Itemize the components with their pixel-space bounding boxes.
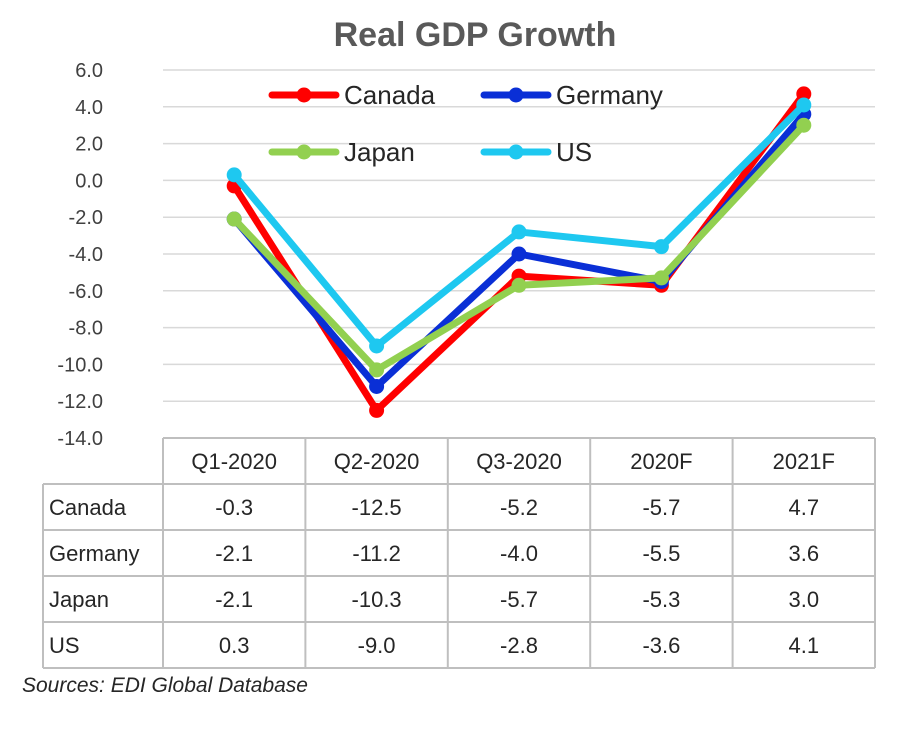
y-tick-label: 4.0 [75, 97, 103, 119]
table-cell: -4.0 [500, 541, 538, 566]
data-point-japan [653, 270, 669, 286]
source-note: Sources: EDI Global Database [22, 674, 308, 697]
y-tick-label: -6.0 [69, 281, 103, 303]
data-point-us [796, 97, 812, 113]
y-tick-label: -8.0 [69, 318, 103, 340]
y-axis-ticks: 6.0 4.0 2.0 0.0 -2.0 -4.0 -6.0 -8.0 -10.0 -12.0 -1… [57, 60, 103, 450]
table-header-cell: 2020F [630, 449, 692, 474]
table-cell: -2.8 [500, 633, 538, 658]
table-header-cell: Q2-2020 [334, 449, 420, 474]
legend-item-us: US [480, 137, 592, 167]
y-tick-label: -14.0 [57, 428, 103, 450]
data-point-japan [226, 211, 242, 227]
table-header-cell: Q3-2020 [476, 449, 562, 474]
legend-label: Canada [344, 80, 436, 110]
y-tick-label: -4.0 [69, 244, 103, 266]
table-cell: -5.5 [642, 541, 680, 566]
data-point-us [369, 338, 385, 354]
table-cell: 3.0 [789, 587, 820, 612]
legend-item-japan: Japan [268, 137, 415, 167]
data-point-us [226, 167, 242, 183]
legend-swatch-marker [508, 87, 524, 103]
table-cell: -5.7 [642, 495, 680, 520]
table-row-label: Japan [49, 587, 109, 612]
data-point-canada [796, 86, 812, 102]
data-point-us [653, 239, 669, 255]
series-us [226, 97, 812, 354]
y-tick-label: 6.0 [75, 60, 103, 82]
y-tick-label: -10.0 [57, 354, 103, 376]
table-cell: -12.5 [352, 495, 402, 520]
series-japan [226, 117, 812, 378]
data-point-japan [511, 277, 527, 293]
data-point-japan [369, 362, 385, 378]
y-tick-label: -2.0 [69, 207, 103, 229]
legend: Canada Germany Japan US [268, 80, 663, 167]
series-lines [226, 86, 812, 418]
table-cell: -9.0 [358, 633, 396, 658]
legend-swatch-marker [296, 144, 312, 160]
table-cell: 0.3 [219, 633, 250, 658]
data-point-us [511, 224, 527, 240]
table-row-label: Canada [49, 495, 127, 520]
table-cell: -0.3 [215, 495, 253, 520]
table-cell: -5.3 [642, 587, 680, 612]
table-cell: -2.1 [215, 587, 253, 612]
y-tick-label: 2.0 [75, 134, 103, 156]
data-table: Q1-2020 Q2-2020 Q3-2020 2020F 2021F Canada -0.… [42, 437, 876, 669]
table-row-label: US [49, 633, 80, 658]
data-point-germany [369, 378, 385, 394]
table-cell: 3.6 [789, 541, 820, 566]
legend-swatch-marker [508, 144, 524, 160]
table-cell: -2.1 [215, 541, 253, 566]
y-tick-label: -12.0 [57, 391, 103, 413]
data-point-japan [796, 117, 812, 133]
table-header-cell: Q1-2020 [191, 449, 277, 474]
table-cell: 4.7 [789, 495, 820, 520]
table-cell: -3.6 [642, 633, 680, 658]
table-cell: -10.3 [352, 587, 402, 612]
chart-title: Real GDP Growth [334, 16, 617, 54]
legend-label: Germany [556, 80, 663, 110]
legend-item-canada: Canada [268, 80, 436, 110]
data-point-canada [369, 402, 385, 418]
legend-swatch-marker [296, 87, 312, 103]
table-cell: -11.2 [352, 541, 401, 566]
table-cell: -5.2 [500, 495, 538, 520]
legend-item-germany: Germany [480, 80, 663, 110]
legend-label: US [556, 137, 592, 167]
table-row-label: Germany [49, 541, 139, 566]
legend-label: Japan [344, 137, 415, 167]
table-cell: -5.7 [500, 587, 538, 612]
data-point-germany [511, 246, 527, 262]
y-tick-label: 0.0 [75, 170, 103, 192]
table-cell: 4.1 [789, 633, 820, 658]
table-header-cell: 2021F [773, 449, 835, 474]
